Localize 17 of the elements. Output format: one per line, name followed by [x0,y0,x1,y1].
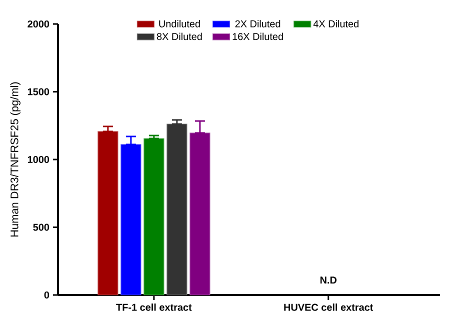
y-tick-label: 1000 [28,156,50,164]
x-tick-label: TF-1 cell extract [116,304,192,311]
annotation: N.D [320,276,337,284]
y-tick-label: 0 [44,291,50,299]
y-tick-label: 2000 [28,20,50,28]
bar [166,124,188,296]
bar [144,138,164,296]
bar [98,131,118,296]
y-axis-title: Human DR3/TNFRSF25 (pg/ml) [10,82,20,237]
y-tick-label: 500 [33,224,50,231]
x-tick-label: HUVEC cell extract [284,304,374,311]
legend-label: 4X Diluted [313,20,358,28]
legend-label: Undiluted [159,20,200,28]
legend-label: 2X Diluted [235,20,280,28]
y-tick-label: 1500 [28,88,50,96]
legend-label: 8X Diluted [156,32,202,40]
legend-label: 16X Diluted [232,32,283,40]
